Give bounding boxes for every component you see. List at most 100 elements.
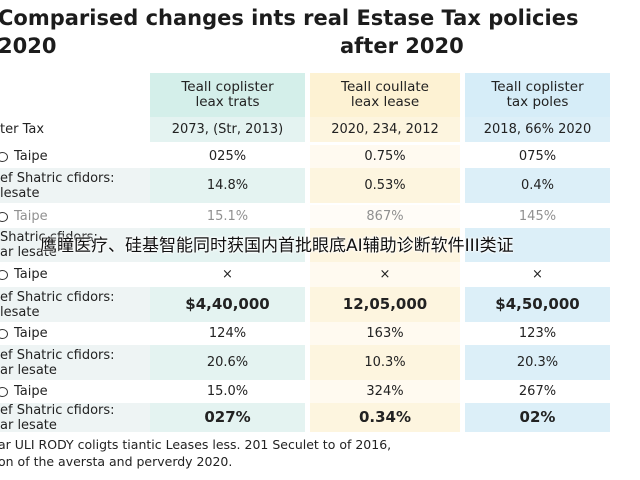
cell-value: 145%: [518, 209, 557, 224]
cell-bg: [310, 228, 460, 262]
cell-value: 0.4%: [520, 178, 555, 193]
cell: $4,50,000: [465, 287, 610, 322]
cell-value: 12,05,000: [342, 295, 428, 313]
column-header: Teall coullate leax lease: [310, 73, 460, 117]
cell: 10.3%: [310, 345, 460, 380]
label-line: Taipe: [14, 384, 48, 399]
footnote: on of the aversta and perverdy 2020.: [0, 454, 233, 469]
cell: 20.6%: [150, 345, 305, 380]
row-label: ef Shatric cfidors: lesate: [0, 168, 150, 203]
cell: 075%: [465, 145, 610, 168]
row-label: Taipe: [0, 145, 150, 168]
cell-value: 2018, 66% 2020: [483, 122, 592, 137]
header-line: Teall coullate: [341, 79, 429, 95]
cell-value: 15.0%: [206, 384, 249, 399]
cell: 2020, 234, 2012: [310, 117, 460, 142]
header-line: Teall coplister: [491, 79, 584, 95]
icon: [0, 386, 8, 397]
cell-value: 163%: [366, 326, 404, 341]
cell-value: 267%: [518, 384, 557, 399]
label-line: ar lesate: [0, 362, 57, 378]
cell-value: 025%: [208, 149, 247, 164]
cell: 124%: [150, 322, 305, 345]
label-line: ef Shatric cfidors:: [0, 170, 115, 186]
cell-bg: [465, 228, 610, 262]
label-line: ef Shatric cfidors:: [0, 289, 115, 305]
cell-value: ×: [379, 267, 391, 282]
cell: ×: [465, 262, 610, 287]
cell: 025%: [150, 145, 305, 168]
label-line: lesate: [0, 304, 40, 320]
row-label: ef Shatric cfidors: lesate: [0, 287, 150, 322]
row-label: Taipe: [0, 205, 150, 228]
cell: 324%: [310, 380, 460, 403]
column-header: Teall coplister tax poles: [465, 73, 610, 117]
title-year: 2020: [0, 34, 57, 58]
cell-value: 075%: [518, 149, 557, 164]
icon: [0, 151, 8, 162]
cell: 2073, (Str, 2013): [150, 117, 305, 142]
column-header: Teall coplister leax trats: [150, 73, 305, 117]
cell-value: 14.8%: [206, 178, 249, 193]
cell: 145%: [465, 205, 610, 228]
cell-value: 2020, 234, 2012: [331, 122, 439, 137]
cell-value: 10.3%: [364, 355, 406, 370]
cell-value: 0.34%: [358, 408, 412, 426]
cell: 123%: [465, 322, 610, 345]
cell-value: 027%: [204, 408, 251, 426]
title: Comparised changes ints real Estase Tax …: [0, 6, 579, 30]
cell-value: ×: [532, 267, 543, 282]
cell-value: 2073, (Str, 2013): [171, 122, 284, 137]
cell-value: $4,50,000: [495, 295, 580, 313]
cell: ×: [310, 262, 460, 287]
row-label: ef Shatric cfidors: ar lesate: [0, 345, 150, 380]
label-line: Taipe: [14, 326, 48, 341]
label-line: Shatric cfidors:: [0, 230, 98, 245]
cell: 0.4%: [465, 168, 610, 203]
cell-value: 0.75%: [364, 149, 406, 164]
header-line: Teall coplister: [181, 79, 274, 95]
header-line: leax lease: [350, 94, 420, 110]
cell: 027%: [150, 403, 305, 432]
label-line: ef Shatric cfidors:: [0, 347, 115, 363]
cell: ×: [150, 262, 305, 287]
overlay-caption: 鹰瞳医疗、硅基智能同时获国内首批眼底AI辅助诊断软件III类证: [40, 236, 514, 256]
header-line: tax poles: [506, 94, 569, 110]
cell: 15.0%: [150, 380, 305, 403]
cell: 163%: [310, 322, 460, 345]
cell: 267%: [465, 380, 610, 403]
label-line: ar lesate: [0, 245, 57, 260]
cell-value: 123%: [518, 326, 557, 341]
label-line: ar lesate: [0, 417, 57, 433]
cell: 12,05,000: [310, 287, 460, 322]
cell-value: 02%: [519, 408, 556, 426]
cell-value: 20.3%: [516, 355, 559, 370]
cell: $4,40,000: [150, 287, 305, 322]
icon: [0, 328, 8, 339]
cell-value: 20.6%: [206, 355, 249, 370]
row-label: ter Tax: [0, 117, 150, 142]
cell-value: 324%: [366, 384, 404, 399]
row-label: Shatric cfidors: ar lesate: [0, 228, 150, 262]
cell-value: 867%: [366, 209, 404, 224]
cell-value: 15.1%: [206, 209, 249, 224]
icon: [0, 269, 8, 280]
row-label: ef Shatric cfidors: ar lesate: [0, 403, 150, 433]
cell: 867%: [310, 205, 460, 228]
label-line: ter Tax: [0, 122, 45, 137]
row-label: Taipe: [0, 380, 150, 403]
row-label: Taipe: [0, 262, 150, 287]
cell-value: ×: [222, 267, 233, 282]
label-line: Taipe: [14, 267, 48, 282]
cell: 20.3%: [465, 345, 610, 380]
label-line: Taipe: [14, 209, 48, 224]
label-line: lesate: [0, 185, 40, 201]
title-after: after 2020: [340, 34, 464, 58]
row-label: Taipe: [0, 322, 150, 345]
header-line: leax trats: [195, 94, 260, 110]
label-line: Taipe: [14, 149, 48, 164]
cell: 0.53%: [310, 168, 460, 203]
icon: [0, 211, 8, 222]
cell: 2018, 66% 2020: [465, 117, 610, 142]
